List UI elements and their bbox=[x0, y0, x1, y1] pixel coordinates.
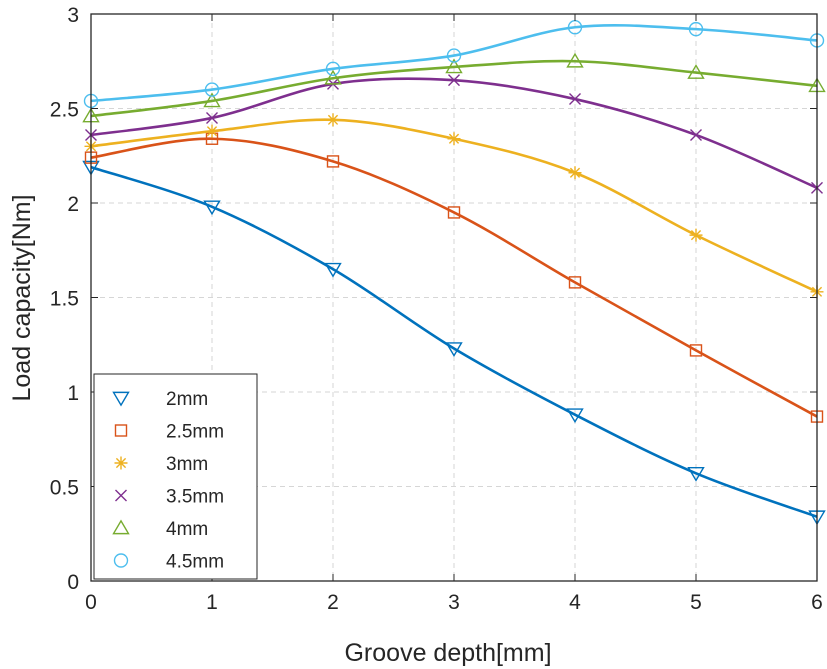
data-point-4mm bbox=[203, 92, 221, 108]
x-tick-label: 5 bbox=[690, 591, 702, 614]
series-3.5mm bbox=[85, 74, 823, 194]
data-point-3mm bbox=[568, 166, 582, 180]
data-point-4mm bbox=[566, 52, 584, 68]
ticks: 0 1 2 3 4 5 6 0 0.5 1 1.5 2 2.5 3 bbox=[50, 4, 823, 614]
legend-item-3.5mm: 3.5mm bbox=[115, 487, 224, 508]
data-point-3.5mm bbox=[690, 128, 702, 141]
data-point-4.5mm bbox=[446, 48, 462, 63]
legend-item-2mm: 2mm bbox=[112, 389, 208, 410]
data-point-2mm bbox=[687, 466, 705, 482]
legend-item-4.5mm: 4.5mm bbox=[113, 552, 224, 573]
legend: 2mm 2.5mm 3mm 3.5mm 4mm 4.5mm bbox=[93, 373, 258, 580]
data-point-3mm bbox=[326, 113, 340, 127]
data-point-4mm bbox=[324, 69, 342, 85]
x-axis-label: Groove depth[mm] bbox=[344, 639, 551, 667]
x-tick-label: 4 bbox=[569, 591, 581, 614]
legend-marker-4.5mm bbox=[113, 553, 129, 568]
data-point-4.5mm bbox=[325, 61, 341, 77]
legend-item-3mm: 3mm bbox=[114, 454, 208, 475]
data-point-3mm bbox=[205, 124, 219, 138]
data-point-2.5mm bbox=[689, 344, 703, 357]
x-tick-label: 2 bbox=[327, 591, 339, 614]
data-point-2mm bbox=[445, 342, 463, 358]
y-tick-label: 3 bbox=[67, 4, 79, 27]
y-tick-label: 0.5 bbox=[50, 477, 79, 500]
legend-marker-4mm bbox=[112, 519, 130, 535]
x-tick-label: 3 bbox=[448, 591, 460, 614]
y-tick-label: 2.5 bbox=[50, 99, 79, 122]
legend-marker-3.5mm bbox=[115, 489, 127, 502]
x-tick-label: 0 bbox=[85, 591, 97, 614]
data-point-2mm bbox=[203, 200, 221, 216]
data-point-2.5mm bbox=[447, 206, 461, 219]
y-axis-label: Load capacity[Nm] bbox=[8, 194, 36, 401]
data-point-3mm bbox=[447, 132, 461, 146]
data-point-3.5mm bbox=[206, 111, 218, 124]
legend-label-3.5mm: 3.5mm bbox=[166, 487, 224, 508]
legend-label-2mm: 2mm bbox=[166, 389, 208, 410]
data-point-3mm bbox=[689, 228, 703, 242]
legend-marker-3mm bbox=[114, 456, 128, 470]
legend-item-4mm: 4mm bbox=[112, 519, 208, 540]
legend-marker-2.5mm bbox=[114, 424, 128, 437]
data-point-4.5mm bbox=[688, 21, 704, 37]
series-line-2.5mm bbox=[90, 137, 818, 418]
data-point-3.5mm bbox=[448, 74, 460, 87]
data-point-4mm bbox=[445, 58, 463, 74]
data-point-4mm bbox=[687, 64, 705, 79]
data-point-2.5mm bbox=[326, 155, 340, 168]
series-line-2mm bbox=[90, 165, 818, 518]
legend-label-2.5mm: 2.5mm bbox=[166, 422, 224, 443]
legend-label-4mm: 4mm bbox=[166, 519, 208, 540]
x-tick-label: 6 bbox=[811, 591, 823, 614]
data-point-2.5mm bbox=[568, 276, 582, 289]
series-4mm bbox=[82, 52, 826, 123]
data-point-2mm bbox=[324, 262, 342, 278]
series-line-4mm bbox=[90, 59, 818, 118]
data-point-3.5mm bbox=[569, 93, 581, 106]
legend-label-3mm: 3mm bbox=[166, 454, 208, 475]
y-tick-label: 1 bbox=[67, 382, 79, 405]
series-line-4.5mm bbox=[90, 23, 818, 103]
y-tick-label: 1.5 bbox=[50, 288, 79, 311]
y-tick-label: 0 bbox=[67, 571, 79, 594]
x-tick-label: 1 bbox=[206, 591, 218, 614]
series-4.5mm bbox=[83, 20, 825, 109]
legend-marker-2mm bbox=[112, 391, 130, 407]
y-tick-label: 2 bbox=[67, 193, 79, 216]
series-layer bbox=[82, 20, 826, 526]
legend-box bbox=[93, 373, 258, 580]
data-point-4.5mm bbox=[204, 82, 220, 97]
legend-label-4.5mm: 4.5mm bbox=[166, 552, 224, 573]
legend-item-2.5mm: 2.5mm bbox=[114, 422, 224, 443]
data-point-2mm bbox=[566, 408, 584, 424]
